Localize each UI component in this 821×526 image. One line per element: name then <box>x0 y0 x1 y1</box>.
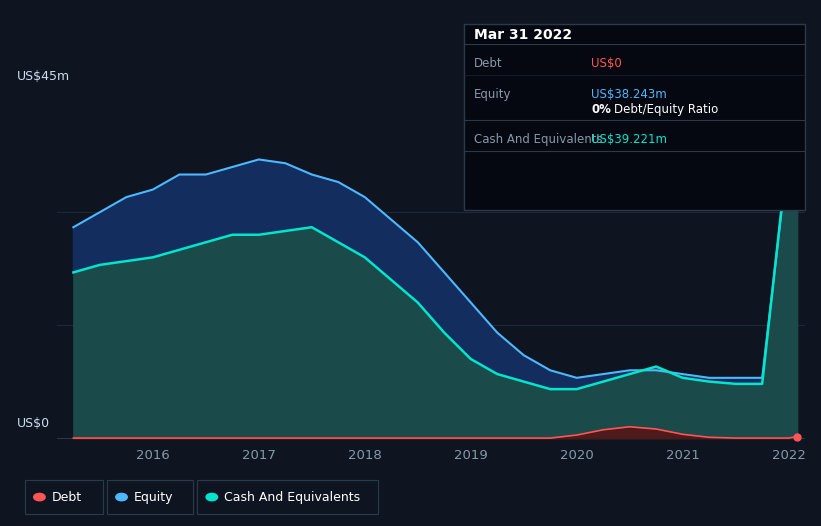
Text: US$0: US$0 <box>591 57 621 70</box>
Text: 0%: 0% <box>591 104 611 116</box>
Text: US$0: US$0 <box>16 417 49 430</box>
Text: Cash And Equivalents: Cash And Equivalents <box>474 133 603 146</box>
Text: Debt: Debt <box>474 57 502 70</box>
Text: Cash And Equivalents: Cash And Equivalents <box>224 491 360 503</box>
Text: US$45m: US$45m <box>16 70 70 83</box>
Text: US$38.243m: US$38.243m <box>591 88 667 100</box>
Text: Equity: Equity <box>474 88 511 100</box>
Text: Debt: Debt <box>52 491 82 503</box>
Text: US$39.221m: US$39.221m <box>591 133 667 146</box>
Text: Mar 31 2022: Mar 31 2022 <box>474 28 572 42</box>
Text: Debt/Equity Ratio: Debt/Equity Ratio <box>614 104 718 116</box>
Text: Equity: Equity <box>134 491 173 503</box>
